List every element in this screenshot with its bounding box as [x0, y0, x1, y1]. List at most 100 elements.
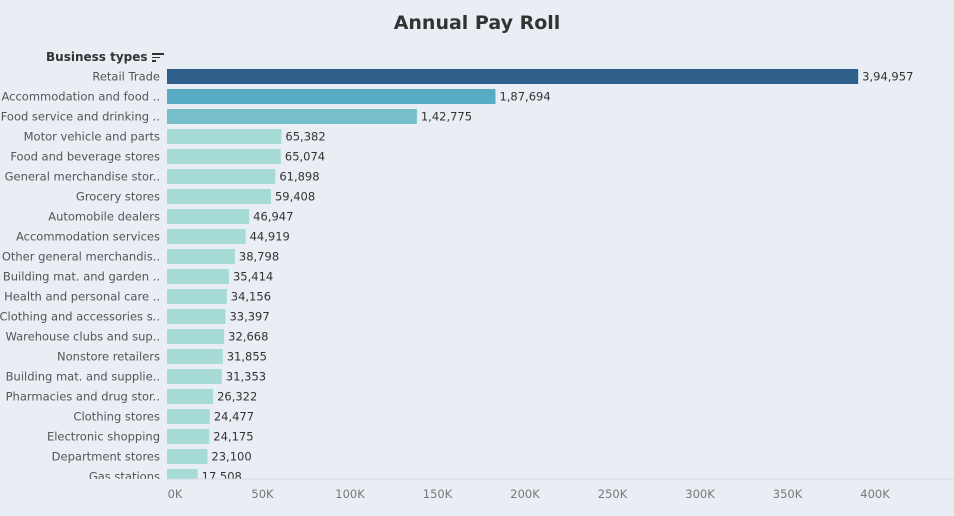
- bar[interactable]: [167, 309, 226, 324]
- bar[interactable]: [167, 349, 223, 364]
- category-label: Clothing and accessories s..: [0, 310, 160, 324]
- bar-row[interactable]: Clothing and accessories s.. 33,397: [0, 309, 270, 324]
- bar[interactable]: [167, 169, 276, 184]
- bar-row[interactable]: Electronic shopping 24,175: [47, 429, 254, 444]
- bar-row[interactable]: General merchandise stor.. 61,898: [5, 169, 320, 184]
- x-tick-label: 300K: [685, 487, 715, 501]
- value-label: 35,414: [233, 270, 273, 284]
- category-label: Pharmacies and drug stor..: [6, 390, 160, 404]
- bar[interactable]: [167, 429, 210, 444]
- category-label: Warehouse clubs and sup..: [5, 330, 160, 344]
- bar-row[interactable]: Clothing stores 24,477: [73, 409, 254, 424]
- bar[interactable]: [167, 229, 246, 244]
- bar-row[interactable]: Warehouse clubs and sup.. 32,668: [5, 329, 268, 344]
- value-label: 31,353: [226, 370, 266, 384]
- bar[interactable]: [167, 189, 271, 204]
- chart-title: Annual Pay Roll: [393, 12, 561, 34]
- category-label: Clothing stores: [73, 410, 160, 424]
- value-label: 46,947: [253, 210, 293, 224]
- category-label: Grocery stores: [76, 190, 160, 204]
- bar-row[interactable]: Other general merchandis.. 38,798: [2, 249, 279, 264]
- bar-row[interactable]: Motor vehicle and parts 65,382: [24, 129, 326, 144]
- x-tick-label: 100K: [335, 487, 365, 501]
- category-label: Electronic shopping: [47, 430, 160, 444]
- value-label: 17,508: [202, 470, 242, 484]
- bar-row[interactable]: Gas stations 17,508: [89, 469, 242, 484]
- value-label: 24,477: [214, 410, 254, 424]
- bar-row[interactable]: Building mat. and garden .. 35,414: [3, 269, 273, 284]
- category-label: Accommodation and food ..: [2, 90, 161, 104]
- value-label: 61,898: [279, 170, 319, 184]
- value-label: 34,156: [231, 290, 271, 304]
- value-label: 65,074: [285, 150, 325, 164]
- bar[interactable]: [167, 69, 859, 84]
- bar-row[interactable]: Accommodation services 44,919: [16, 229, 290, 244]
- x-tick-label: 250K: [598, 487, 628, 501]
- category-label: General merchandise stor..: [5, 170, 160, 184]
- bar-row[interactable]: Retail Trade 3,94,957: [92, 69, 913, 84]
- category-label: Other general merchandis..: [2, 250, 160, 264]
- category-label: Automobile dealers: [48, 210, 160, 224]
- x-tick-label: 150K: [423, 487, 453, 501]
- bar[interactable]: [167, 129, 282, 144]
- value-label: 23,100: [211, 450, 251, 464]
- bar[interactable]: [167, 289, 227, 304]
- bar[interactable]: [167, 249, 235, 264]
- value-label: 65,382: [285, 130, 325, 144]
- category-label: Gas stations: [89, 470, 160, 484]
- category-label: Department stores: [52, 450, 160, 464]
- bar-row[interactable]: Pharmacies and drug stor.. 26,322: [6, 389, 258, 404]
- bar[interactable]: [167, 89, 496, 104]
- category-label: Nonstore retailers: [57, 350, 160, 364]
- bar-row[interactable]: Accommodation and food .. 1,87,694: [2, 89, 551, 104]
- value-label: 38,798: [239, 250, 279, 264]
- value-label: 26,322: [217, 390, 257, 404]
- bar[interactable]: [167, 469, 198, 484]
- category-header-label: Business types: [46, 50, 148, 64]
- bars-layer: Retail Trade 3,94,957 Accommodation and fo…: [0, 69, 913, 484]
- category-label: Health and personal care ..: [4, 290, 160, 304]
- x-tick-label: 50K: [251, 487, 274, 501]
- bar[interactable]: [167, 409, 210, 424]
- category-label: Food and beverage stores: [10, 150, 160, 164]
- bar[interactable]: [167, 389, 214, 404]
- category-label: Food service and drinking ..: [1, 110, 160, 124]
- bar-row[interactable]: Food and beverage stores 65,074: [10, 149, 325, 164]
- value-label: 1,42,775: [421, 110, 472, 124]
- category-label: Building mat. and garden ..: [3, 270, 160, 284]
- bar[interactable]: [167, 329, 225, 344]
- x-tick-label: 400K: [860, 487, 890, 501]
- bar[interactable]: [167, 109, 417, 124]
- bar-row[interactable]: Department stores 23,100: [52, 449, 252, 464]
- value-label: 3,94,957: [862, 70, 913, 84]
- bar[interactable]: [167, 449, 208, 464]
- bar[interactable]: [167, 209, 250, 224]
- bar-row[interactable]: Automobile dealers 46,947: [48, 209, 293, 224]
- bar-row[interactable]: Grocery stores 59,408: [76, 189, 315, 204]
- value-label: 32,668: [228, 330, 268, 344]
- value-label: 31,855: [227, 350, 267, 364]
- value-label: 44,919: [250, 230, 290, 244]
- category-column-header: Business types: [46, 50, 164, 64]
- bar-row[interactable]: Nonstore retailers 31,855: [57, 349, 267, 364]
- sort-icon[interactable]: [151, 52, 164, 62]
- category-label: Accommodation services: [16, 230, 160, 244]
- category-label: Building mat. and supplie..: [6, 370, 160, 384]
- x-tick-label: 350K: [773, 487, 803, 501]
- value-label: 24,175: [213, 430, 253, 444]
- value-label: 33,397: [229, 310, 269, 324]
- bar-row[interactable]: Building mat. and supplie.. 31,353: [6, 369, 266, 384]
- bar[interactable]: [167, 269, 229, 284]
- x-tick-label: 0K: [168, 487, 183, 501]
- value-label: 59,408: [275, 190, 315, 204]
- value-label: 1,87,694: [499, 90, 550, 104]
- x-tick-label: 200K: [510, 487, 540, 501]
- bar-row[interactable]: Food service and drinking .. 1,42,775: [1, 109, 472, 124]
- bar[interactable]: [167, 369, 222, 384]
- bar[interactable]: [167, 149, 281, 164]
- x-axis: 0K 50K 100K 150K 200K 250K 300K 350K 400K: [167, 478, 954, 501]
- bar-row[interactable]: Health and personal care .. 34,156: [4, 289, 271, 304]
- category-label: Motor vehicle and parts: [24, 130, 160, 144]
- category-label: Retail Trade: [92, 70, 160, 84]
